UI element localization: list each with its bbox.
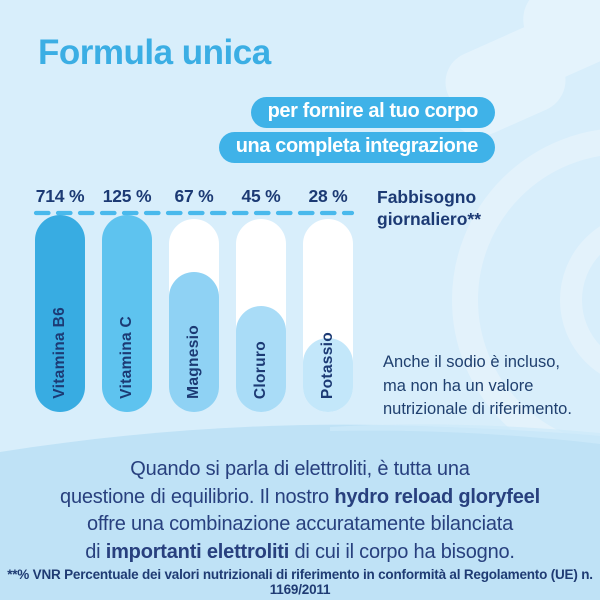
vnr-footnote: **% VNR Percentuale dei valori nutrizion… bbox=[7, 567, 593, 597]
brand-name: hydro reload gloryfeel bbox=[334, 485, 540, 508]
bar-fill bbox=[169, 272, 219, 412]
reference-line-label: Fabbisogno giornaliero** bbox=[377, 187, 482, 229]
headline-badge-1: per fornire al tuo corpo bbox=[250, 97, 495, 128]
body-paragraph: Quando si parla di elettroliti, è tutta … bbox=[60, 458, 540, 563]
bar-vitamina-b6: Vitamina B6 bbox=[35, 0, 85, 412]
value-label-vitamina-c: 125 % bbox=[102, 186, 152, 206]
bar-fill bbox=[236, 306, 286, 412]
bar-potassio: Potassio bbox=[303, 0, 353, 412]
value-label-potassio: 28 % bbox=[308, 186, 348, 206]
bar-magnesio: Magnesio bbox=[169, 0, 219, 412]
bar-fill bbox=[102, 215, 152, 412]
headline-badges: per fornire al tuo corpo una completa in… bbox=[218, 97, 495, 163]
headline-badge-2: una completa integrazione bbox=[218, 132, 495, 163]
sodium-note: Anche il sodio è incluso, ma non ha un v… bbox=[383, 353, 572, 418]
page-title: Formula unica bbox=[38, 33, 271, 72]
value-label-cloruro: 45 % bbox=[241, 186, 281, 206]
bar-cloruro: Cloruro bbox=[236, 0, 286, 412]
bar-vitamina-c: Vitamina C bbox=[102, 0, 152, 412]
bar-fill bbox=[303, 338, 353, 412]
value-label-vitamina-b6: 714 % bbox=[35, 186, 85, 206]
bar-fill bbox=[35, 215, 85, 412]
value-label-magnesio: 67 % bbox=[174, 186, 214, 206]
